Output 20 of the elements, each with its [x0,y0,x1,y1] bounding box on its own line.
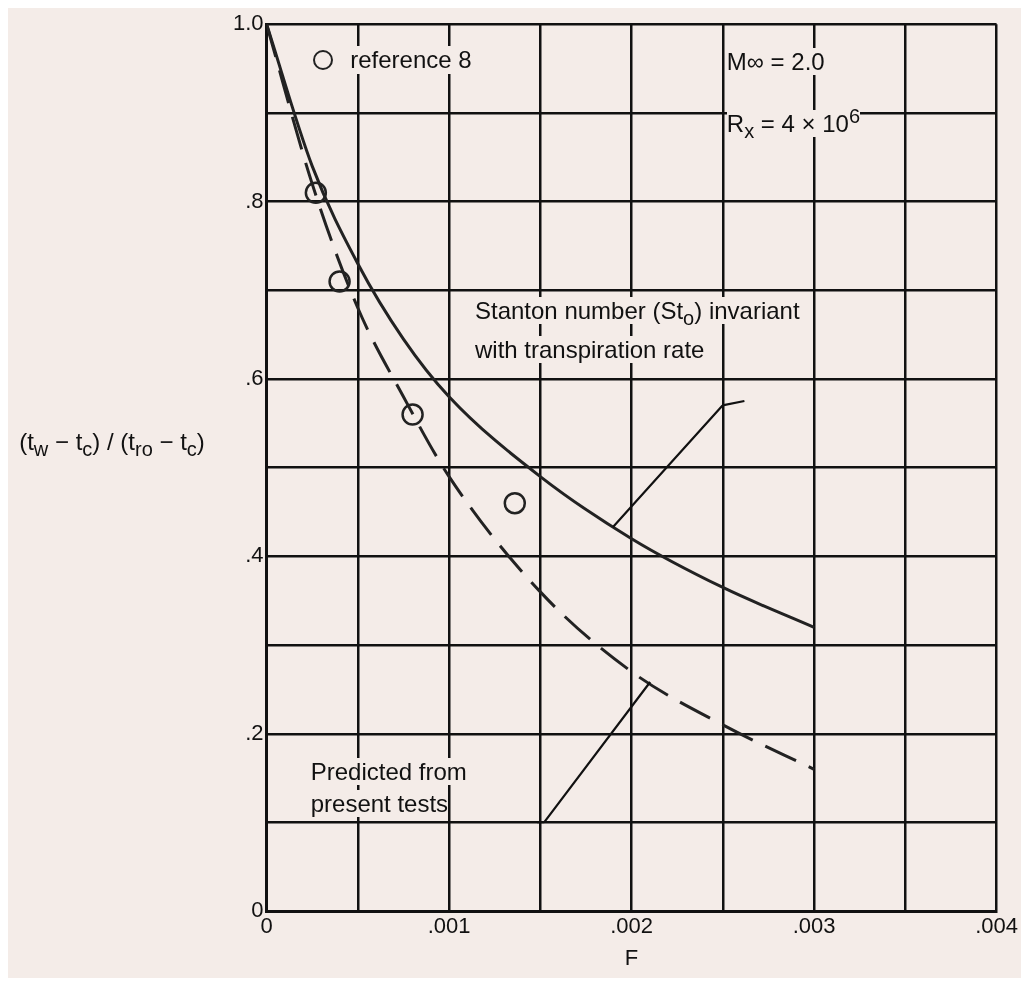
x-axis-title: F [624,944,639,970]
annotation: M∞ = 2.0 [726,48,825,76]
x-tick-label: .003 [792,913,836,939]
y-tick-label: .2 [245,719,264,745]
x-tick-label: .002 [610,913,653,939]
point [328,270,351,293]
annotation: Stanton number (St$_{o}$) invariant with transpiration rate [474,296,800,363]
annotation: R$_{x}$ = 4 × 10$^{6}$ [726,104,861,142]
y-tick-label: .6 [245,365,264,391]
y-tick-label: 1.0 [232,10,264,36]
text: (t$_{w}$ − t$_{c}$) / (t$_{ro}$ − t$_{c}$) [19,427,205,460]
x-tick-label: .004 [975,913,1018,939]
point [401,403,424,426]
y-tick-label: .4 [245,542,264,568]
point [304,181,328,204]
point [503,491,527,515]
y-tick-label: .8 [245,187,264,213]
legend-label: reference 8 [350,46,472,75]
annotation: Predicted from present tests [310,757,467,817]
x-tick-label: .001 [427,913,471,939]
